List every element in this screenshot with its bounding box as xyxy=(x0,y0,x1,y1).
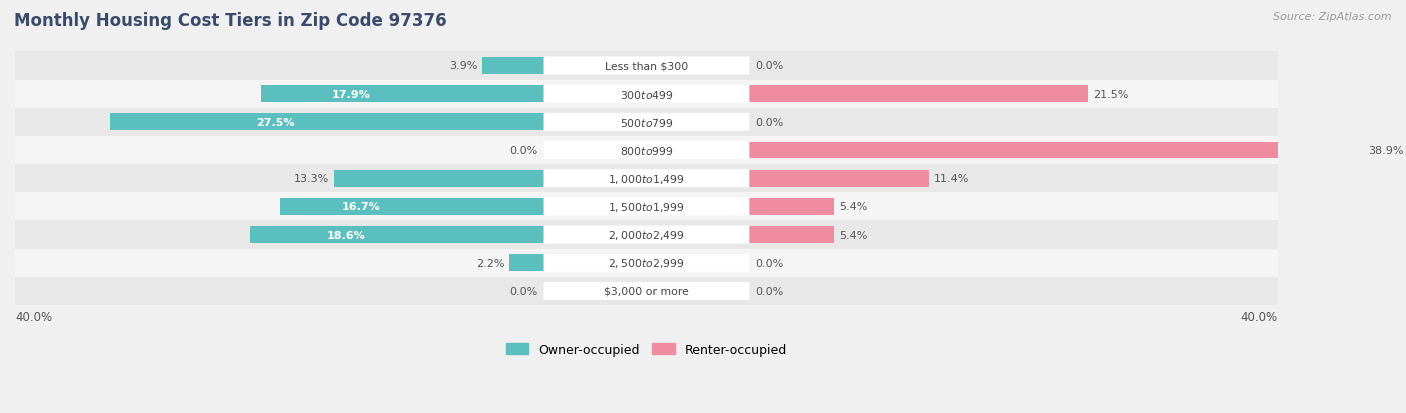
Bar xyxy=(280,199,544,215)
Bar xyxy=(749,170,929,187)
Bar xyxy=(262,86,544,103)
Text: 40.0%: 40.0% xyxy=(1240,311,1278,323)
Text: 0.0%: 0.0% xyxy=(755,118,783,128)
Bar xyxy=(15,221,1278,249)
FancyBboxPatch shape xyxy=(544,57,749,75)
Text: 5.4%: 5.4% xyxy=(839,202,868,212)
Text: 16.7%: 16.7% xyxy=(342,202,380,212)
Text: $800 to $999: $800 to $999 xyxy=(620,145,673,157)
FancyBboxPatch shape xyxy=(544,226,749,244)
Bar xyxy=(15,52,1278,81)
Text: $300 to $499: $300 to $499 xyxy=(620,88,673,100)
Bar xyxy=(15,249,1278,277)
Text: $500 to $799: $500 to $799 xyxy=(620,116,673,128)
Text: 21.5%: 21.5% xyxy=(1094,90,1129,100)
Text: $1,000 to $1,499: $1,000 to $1,499 xyxy=(609,172,685,185)
Text: 38.9%: 38.9% xyxy=(1368,146,1403,156)
FancyBboxPatch shape xyxy=(544,142,749,160)
Bar xyxy=(749,142,1362,159)
Text: 13.3%: 13.3% xyxy=(294,174,329,184)
Text: $2,500 to $2,999: $2,500 to $2,999 xyxy=(609,256,685,270)
Bar xyxy=(15,193,1278,221)
Bar xyxy=(250,227,544,243)
Legend: Owner-occupied, Renter-occupied: Owner-occupied, Renter-occupied xyxy=(501,338,792,361)
Bar xyxy=(482,58,544,75)
Text: 0.0%: 0.0% xyxy=(509,286,537,296)
Text: 40.0%: 40.0% xyxy=(15,311,52,323)
FancyBboxPatch shape xyxy=(544,282,749,300)
Bar xyxy=(333,170,544,187)
Bar xyxy=(509,255,544,272)
Text: 0.0%: 0.0% xyxy=(755,286,783,296)
Text: 0.0%: 0.0% xyxy=(509,146,537,156)
Text: 5.4%: 5.4% xyxy=(839,230,868,240)
Text: 3.9%: 3.9% xyxy=(449,61,478,71)
FancyBboxPatch shape xyxy=(544,85,749,103)
Text: $1,500 to $1,999: $1,500 to $1,999 xyxy=(609,200,685,214)
Bar xyxy=(15,165,1278,193)
Bar xyxy=(15,137,1278,165)
Text: 18.6%: 18.6% xyxy=(326,230,366,240)
Bar xyxy=(749,227,834,243)
Bar xyxy=(15,277,1278,305)
Bar xyxy=(15,81,1278,109)
FancyBboxPatch shape xyxy=(544,198,749,216)
Text: Monthly Housing Cost Tiers in Zip Code 97376: Monthly Housing Cost Tiers in Zip Code 9… xyxy=(14,12,447,30)
Text: 0.0%: 0.0% xyxy=(755,61,783,71)
Text: Less than $300: Less than $300 xyxy=(605,61,688,71)
Text: 11.4%: 11.4% xyxy=(934,174,969,184)
Bar xyxy=(110,114,544,131)
FancyBboxPatch shape xyxy=(544,170,749,188)
Text: $2,000 to $2,499: $2,000 to $2,499 xyxy=(609,228,685,242)
Bar xyxy=(749,86,1088,103)
Text: 2.2%: 2.2% xyxy=(475,258,505,268)
Text: 0.0%: 0.0% xyxy=(755,258,783,268)
Bar xyxy=(15,109,1278,137)
FancyBboxPatch shape xyxy=(544,114,749,131)
Bar xyxy=(749,199,834,215)
Text: 17.9%: 17.9% xyxy=(332,90,371,100)
Text: Source: ZipAtlas.com: Source: ZipAtlas.com xyxy=(1274,12,1392,22)
Text: $3,000 or more: $3,000 or more xyxy=(605,286,689,296)
Text: 27.5%: 27.5% xyxy=(256,118,295,128)
FancyBboxPatch shape xyxy=(544,254,749,272)
